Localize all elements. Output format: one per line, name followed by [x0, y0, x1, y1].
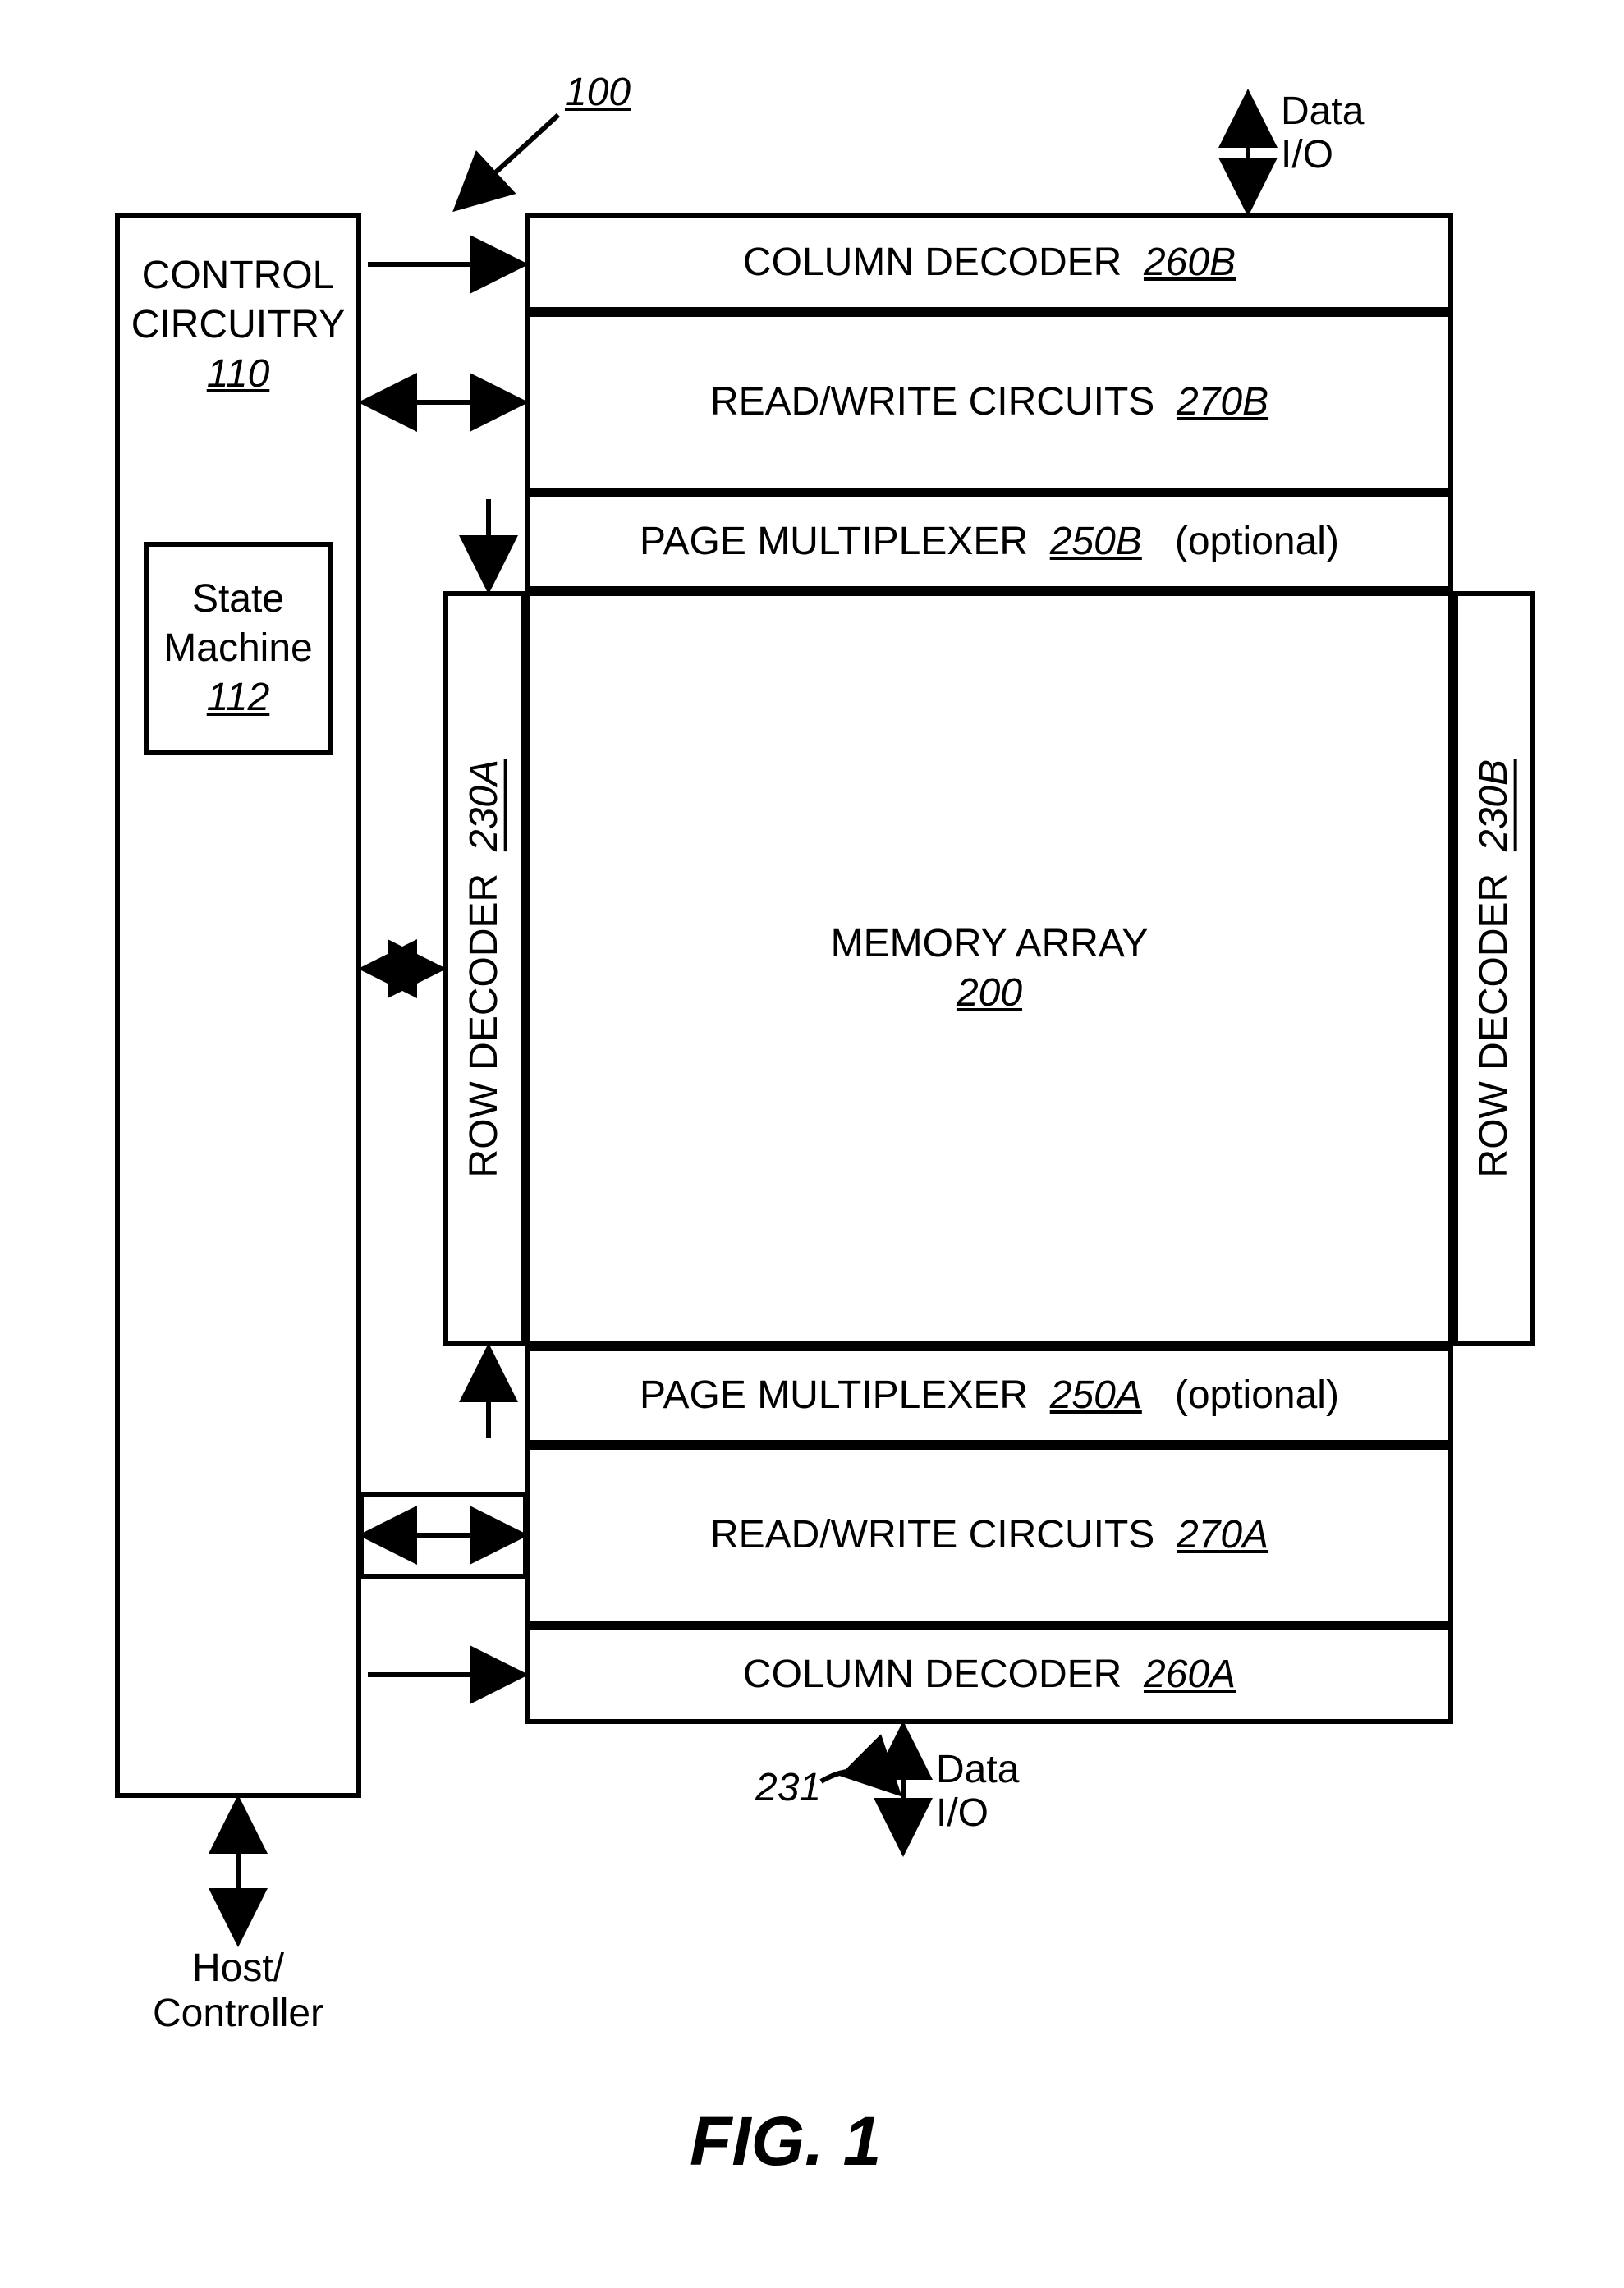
- row-decoder-left-label: ROW DECODER 230A: [460, 759, 509, 1177]
- data-io-bot-l2: I/O: [936, 1792, 1019, 1836]
- row-dec-right-title: ROW DECODER: [1472, 873, 1516, 1178]
- data-io-bot: Data I/O: [936, 1749, 1019, 1836]
- page-mux-top-box: PAGE MULTIPLEXER 250B (optional): [525, 493, 1453, 591]
- control-circuitry-label: CONTROL CIRCUITRY 110: [131, 251, 345, 399]
- control-circuitry-box: CONTROL CIRCUITRY 110: [115, 213, 361, 1798]
- memory-array-title: MEMORY ARRAY: [831, 922, 1149, 965]
- rw-bot-ref: 270A: [1177, 1513, 1268, 1557]
- state-machine-ref: 112: [207, 676, 270, 719]
- row-decoder-right-box: ROW DECODER 230B: [1453, 591, 1535, 1346]
- state-machine-label: State Machine 112: [163, 575, 312, 722]
- rw-circuits-top-box: READ/WRITE CIRCUITS 270B: [525, 312, 1453, 493]
- diagram-page: 100 Data I/O CONTROL CIRCUITRY 110 State…: [0, 0, 1624, 2288]
- col-dec-bot-ref: 260A: [1144, 1653, 1236, 1696]
- pmux-bot-ref: 250A: [1050, 1373, 1142, 1417]
- pmux-bot-note: (optional): [1175, 1373, 1339, 1417]
- row-dec-right-ref: 230B: [1472, 759, 1516, 851]
- row-dec-left-title: ROW DECODER: [462, 873, 506, 1178]
- rw-top-ref: 270B: [1177, 380, 1268, 424]
- data-io-top: Data I/O: [1281, 90, 1364, 177]
- rw-circuits-top-label: READ/WRITE CIRCUITS 270B: [710, 378, 1268, 427]
- state-machine-title: State Machine: [163, 577, 312, 670]
- column-decoder-bot-box: COLUMN DECODER 260A: [525, 1625, 1453, 1724]
- row-dec-left-ref: 230A: [462, 759, 506, 851]
- control-ref: 110: [207, 352, 270, 396]
- data-io-top-l2: I/O: [1281, 134, 1364, 177]
- row-decoder-left-box: ROW DECODER 230A: [443, 591, 525, 1346]
- data-io-bot-l1: Data: [936, 1749, 1019, 1792]
- memory-array-label: MEMORY ARRAY 200: [831, 919, 1149, 1018]
- host-controller-label: Host/ Controller: [148, 1946, 328, 2036]
- page-mux-top-label: PAGE MULTIPLEXER 250B (optional): [640, 517, 1339, 566]
- pmux-top-title: PAGE MULTIPLEXER: [640, 520, 1028, 563]
- data-io-bot-ref: 231: [755, 1766, 821, 1809]
- pmux-top-note: (optional): [1175, 520, 1339, 563]
- device-ref-text: 100: [565, 71, 631, 114]
- page-mux-bot-box: PAGE MULTIPLEXER 250A (optional): [525, 1346, 1453, 1445]
- rw-circuits-bot-label: READ/WRITE CIRCUITS 270A: [710, 1511, 1268, 1560]
- device-ref: 100: [565, 70, 631, 115]
- col-dec-top-ref: 260B: [1144, 241, 1236, 284]
- column-decoder-top-box: COLUMN DECODER 260B: [525, 213, 1453, 312]
- rw-bot-title: READ/WRITE CIRCUITS: [710, 1513, 1154, 1557]
- col-dec-bot-title: COLUMN DECODER: [743, 1653, 1122, 1696]
- memory-array-ref: 200: [957, 971, 1022, 1015]
- column-decoder-top-label: COLUMN DECODER 260B: [743, 238, 1236, 287]
- data-io-top-l1: Data: [1281, 90, 1364, 134]
- data-io-bot-ref-wrap: 231: [755, 1765, 821, 1810]
- page-mux-bot-label: PAGE MULTIPLEXER 250A (optional): [640, 1371, 1339, 1420]
- figure-label: FIG. 1: [690, 2102, 881, 2181]
- rw-circuits-bot-box: READ/WRITE CIRCUITS 270A: [525, 1445, 1453, 1625]
- rw-top-title: READ/WRITE CIRCUITS: [710, 380, 1154, 424]
- control-title: CONTROL CIRCUITRY: [131, 254, 345, 346]
- pmux-top-ref: 250B: [1050, 520, 1142, 563]
- pmux-bot-title: PAGE MULTIPLEXER: [640, 1373, 1028, 1417]
- memory-array-box: MEMORY ARRAY 200: [525, 591, 1453, 1346]
- row-decoder-right-label: ROW DECODER 230B: [1470, 759, 1519, 1177]
- column-decoder-bot-label: COLUMN DECODER 260A: [743, 1650, 1236, 1699]
- state-machine-box: State Machine 112: [144, 542, 333, 755]
- col-dec-top-title: COLUMN DECODER: [743, 241, 1122, 284]
